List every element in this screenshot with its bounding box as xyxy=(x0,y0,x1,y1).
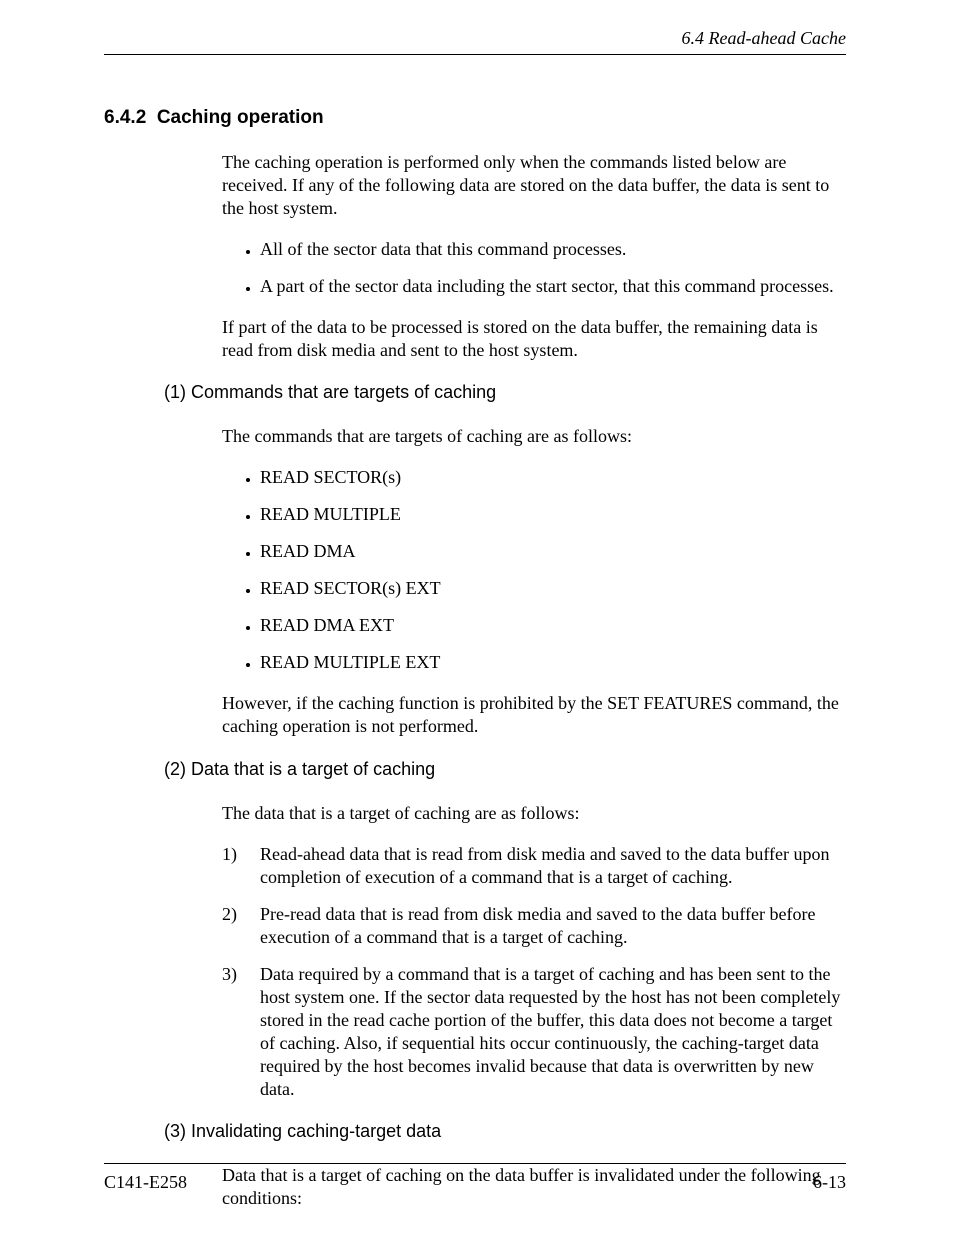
list-item: 2) Pre-read data that is read from disk … xyxy=(222,903,846,949)
section-intro-2: If part of the data to be processed is s… xyxy=(222,316,846,362)
sub2-numbered-list: 1) Read-ahead data that is read from dis… xyxy=(222,843,846,1101)
section-bullet-list-1: All of the sector data that this command… xyxy=(222,238,846,298)
list-item: READ SECTOR(s) xyxy=(260,466,846,489)
list-item: READ SECTOR(s) EXT xyxy=(260,577,846,600)
section-heading: 6.4.2 Caching operation xyxy=(104,107,846,129)
section-intro-block: The caching operation is performed only … xyxy=(222,151,846,362)
subheading-2: (2) Data that is a target of caching xyxy=(164,759,846,780)
sub1-tail: However, if the caching function is proh… xyxy=(222,692,846,738)
sub2-body: The data that is a target of caching are… xyxy=(222,802,846,1101)
item-number: 3) xyxy=(222,963,260,1101)
item-text: Pre-read data that is read from disk med… xyxy=(260,903,846,949)
section-title: Caching operation xyxy=(157,107,324,128)
section-intro-1: The caching operation is performed only … xyxy=(222,151,846,220)
list-item: READ DMA xyxy=(260,540,846,563)
sub1-command-list: READ SECTOR(s) READ MULTIPLE READ DMA RE… xyxy=(222,466,846,674)
sub1-body: The commands that are targets of caching… xyxy=(222,425,846,738)
footer-right: 6-13 xyxy=(813,1172,846,1193)
footer-left: C141-E258 xyxy=(104,1172,187,1193)
item-number: 1) xyxy=(222,843,260,889)
section-number: 6.4.2 xyxy=(104,107,146,128)
sub1-lead: The commands that are targets of caching… xyxy=(222,425,846,448)
subheading-3: (3) Invalidating caching-target data xyxy=(164,1121,846,1142)
list-item: 3) Data required by a command that is a … xyxy=(222,963,846,1101)
page: 6.4 Read-ahead Cache 6.4.2 Caching opera… xyxy=(0,0,954,1235)
item-text: Data required by a command that is a tar… xyxy=(260,963,846,1101)
list-item: All of the sector data that this command… xyxy=(260,238,846,261)
item-text: Read-ahead data that is read from disk m… xyxy=(260,843,846,889)
page-header: 6.4 Read-ahead Cache xyxy=(104,28,846,55)
subheading-1: (1) Commands that are targets of caching xyxy=(164,382,846,403)
page-footer: C141-E258 6-13 xyxy=(104,1163,846,1193)
sub2-lead: The data that is a target of caching are… xyxy=(222,802,846,825)
list-item: READ MULTIPLE xyxy=(260,503,846,526)
item-number: 2) xyxy=(222,903,260,949)
list-item: READ MULTIPLE EXT xyxy=(260,651,846,674)
list-item: READ DMA EXT xyxy=(260,614,846,637)
list-item: 1) Read-ahead data that is read from dis… xyxy=(222,843,846,889)
list-item: A part of the sector data including the … xyxy=(260,275,846,298)
